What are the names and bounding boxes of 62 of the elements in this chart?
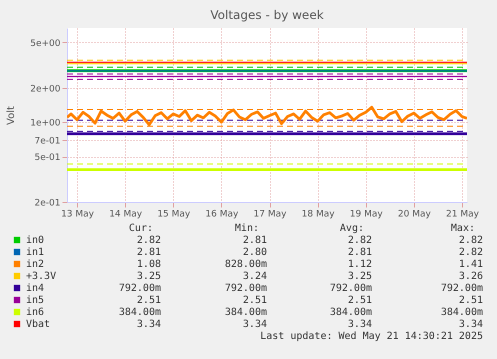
text: 2.51	[242, 295, 267, 306]
x-tick-label: 14 May	[109, 210, 143, 220]
x-tick-label: 18 May	[302, 210, 336, 220]
x-tick-label: 20 May	[398, 210, 432, 220]
text: Min:	[234, 223, 259, 234]
x-tick-label: 15 May	[157, 210, 191, 220]
text: 2.81	[242, 235, 267, 246]
text: 384.00m	[330, 307, 372, 318]
text: 2.51	[136, 295, 161, 306]
text: 384.00m	[224, 307, 267, 318]
text: 792.00m	[118, 283, 161, 294]
y-tick-label: 5e-01	[34, 153, 60, 164]
y-tick-label: 1e+00	[30, 118, 61, 129]
chart-title: Voltages - by week	[210, 8, 324, 22]
text: 3.25	[136, 271, 161, 282]
legend-label: in2	[26, 259, 44, 270]
text: 792.00m	[224, 283, 267, 294]
text: Cur:	[128, 223, 153, 234]
x-tick-label: 21 May	[446, 210, 480, 220]
text: 3.26	[458, 271, 483, 282]
text: 828.00m	[224, 259, 267, 270]
text: 792.00m	[330, 283, 372, 294]
text: 3.25	[348, 271, 372, 282]
text: 2.82	[136, 235, 161, 246]
legend-label: in0	[26, 235, 44, 246]
y-tick-label: 2e+00	[30, 84, 61, 94]
text: 2.51	[348, 295, 372, 306]
y-tick-label: 5e+00	[30, 38, 61, 49]
legend-label: Vbat	[26, 319, 50, 330]
text: 1.12	[348, 259, 372, 270]
text: 3.34	[136, 319, 161, 330]
text: 2.81	[348, 247, 372, 258]
text: 3.24	[242, 271, 267, 282]
x-tick-label: 19 May	[350, 210, 384, 220]
text: 2.82	[458, 235, 483, 246]
text: 3.34	[242, 319, 267, 330]
legend-label: in1	[26, 247, 44, 258]
x-tick-label: 17 May	[254, 210, 288, 220]
text: Last update: Wed May 21 14:30:21 2025	[260, 331, 483, 342]
text: Avg:	[340, 223, 364, 234]
y-tick-label: 2e-01	[34, 198, 60, 208]
legend-label: +3.3V	[26, 271, 56, 282]
x-tick-label: 13 May	[61, 210, 95, 220]
y-tick-label: 7e-01	[34, 136, 60, 146]
legend-label: in5	[26, 295, 44, 306]
text: 3.34	[348, 319, 372, 330]
text: 792.00m	[440, 283, 483, 294]
text: 2.51	[458, 295, 483, 306]
text: 1.41	[458, 259, 483, 270]
text: 384.00m	[440, 307, 483, 318]
x-tick-label: 16 May	[205, 210, 240, 220]
text: Max:	[450, 223, 475, 234]
text: 2.80	[242, 247, 267, 258]
text: 2.82	[458, 247, 483, 258]
y-axis-title: Volt	[6, 106, 18, 125]
text: 384.00m	[118, 307, 161, 318]
text: 1.08	[136, 259, 161, 270]
text: 2.81	[136, 247, 161, 258]
legend-label: in6	[26, 307, 44, 318]
text: 3.34	[458, 319, 483, 330]
legend-label: in4	[26, 283, 44, 294]
text: 2.82	[348, 235, 372, 246]
